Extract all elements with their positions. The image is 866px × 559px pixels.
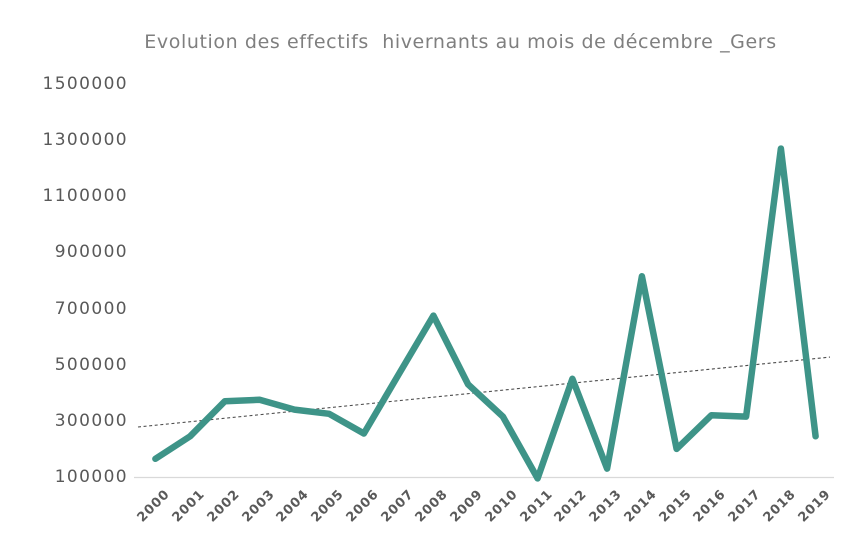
data-line-series: [152, 145, 819, 482]
trendline: [137, 356, 831, 428]
y-tick-label: 100000: [54, 467, 128, 487]
y-tick-label: 1300000: [42, 130, 128, 150]
y-tick-label: 300000: [54, 411, 128, 431]
y-tick-label: 900000: [54, 242, 128, 262]
y-tick-label: 500000: [54, 355, 128, 375]
chart-title: Evolution des effectifs hivernants au mo…: [144, 31, 777, 53]
y-tick-label: 1500000: [42, 74, 128, 94]
y-tick-label: 700000: [54, 299, 128, 319]
y-tick-label: 1100000: [42, 186, 128, 206]
